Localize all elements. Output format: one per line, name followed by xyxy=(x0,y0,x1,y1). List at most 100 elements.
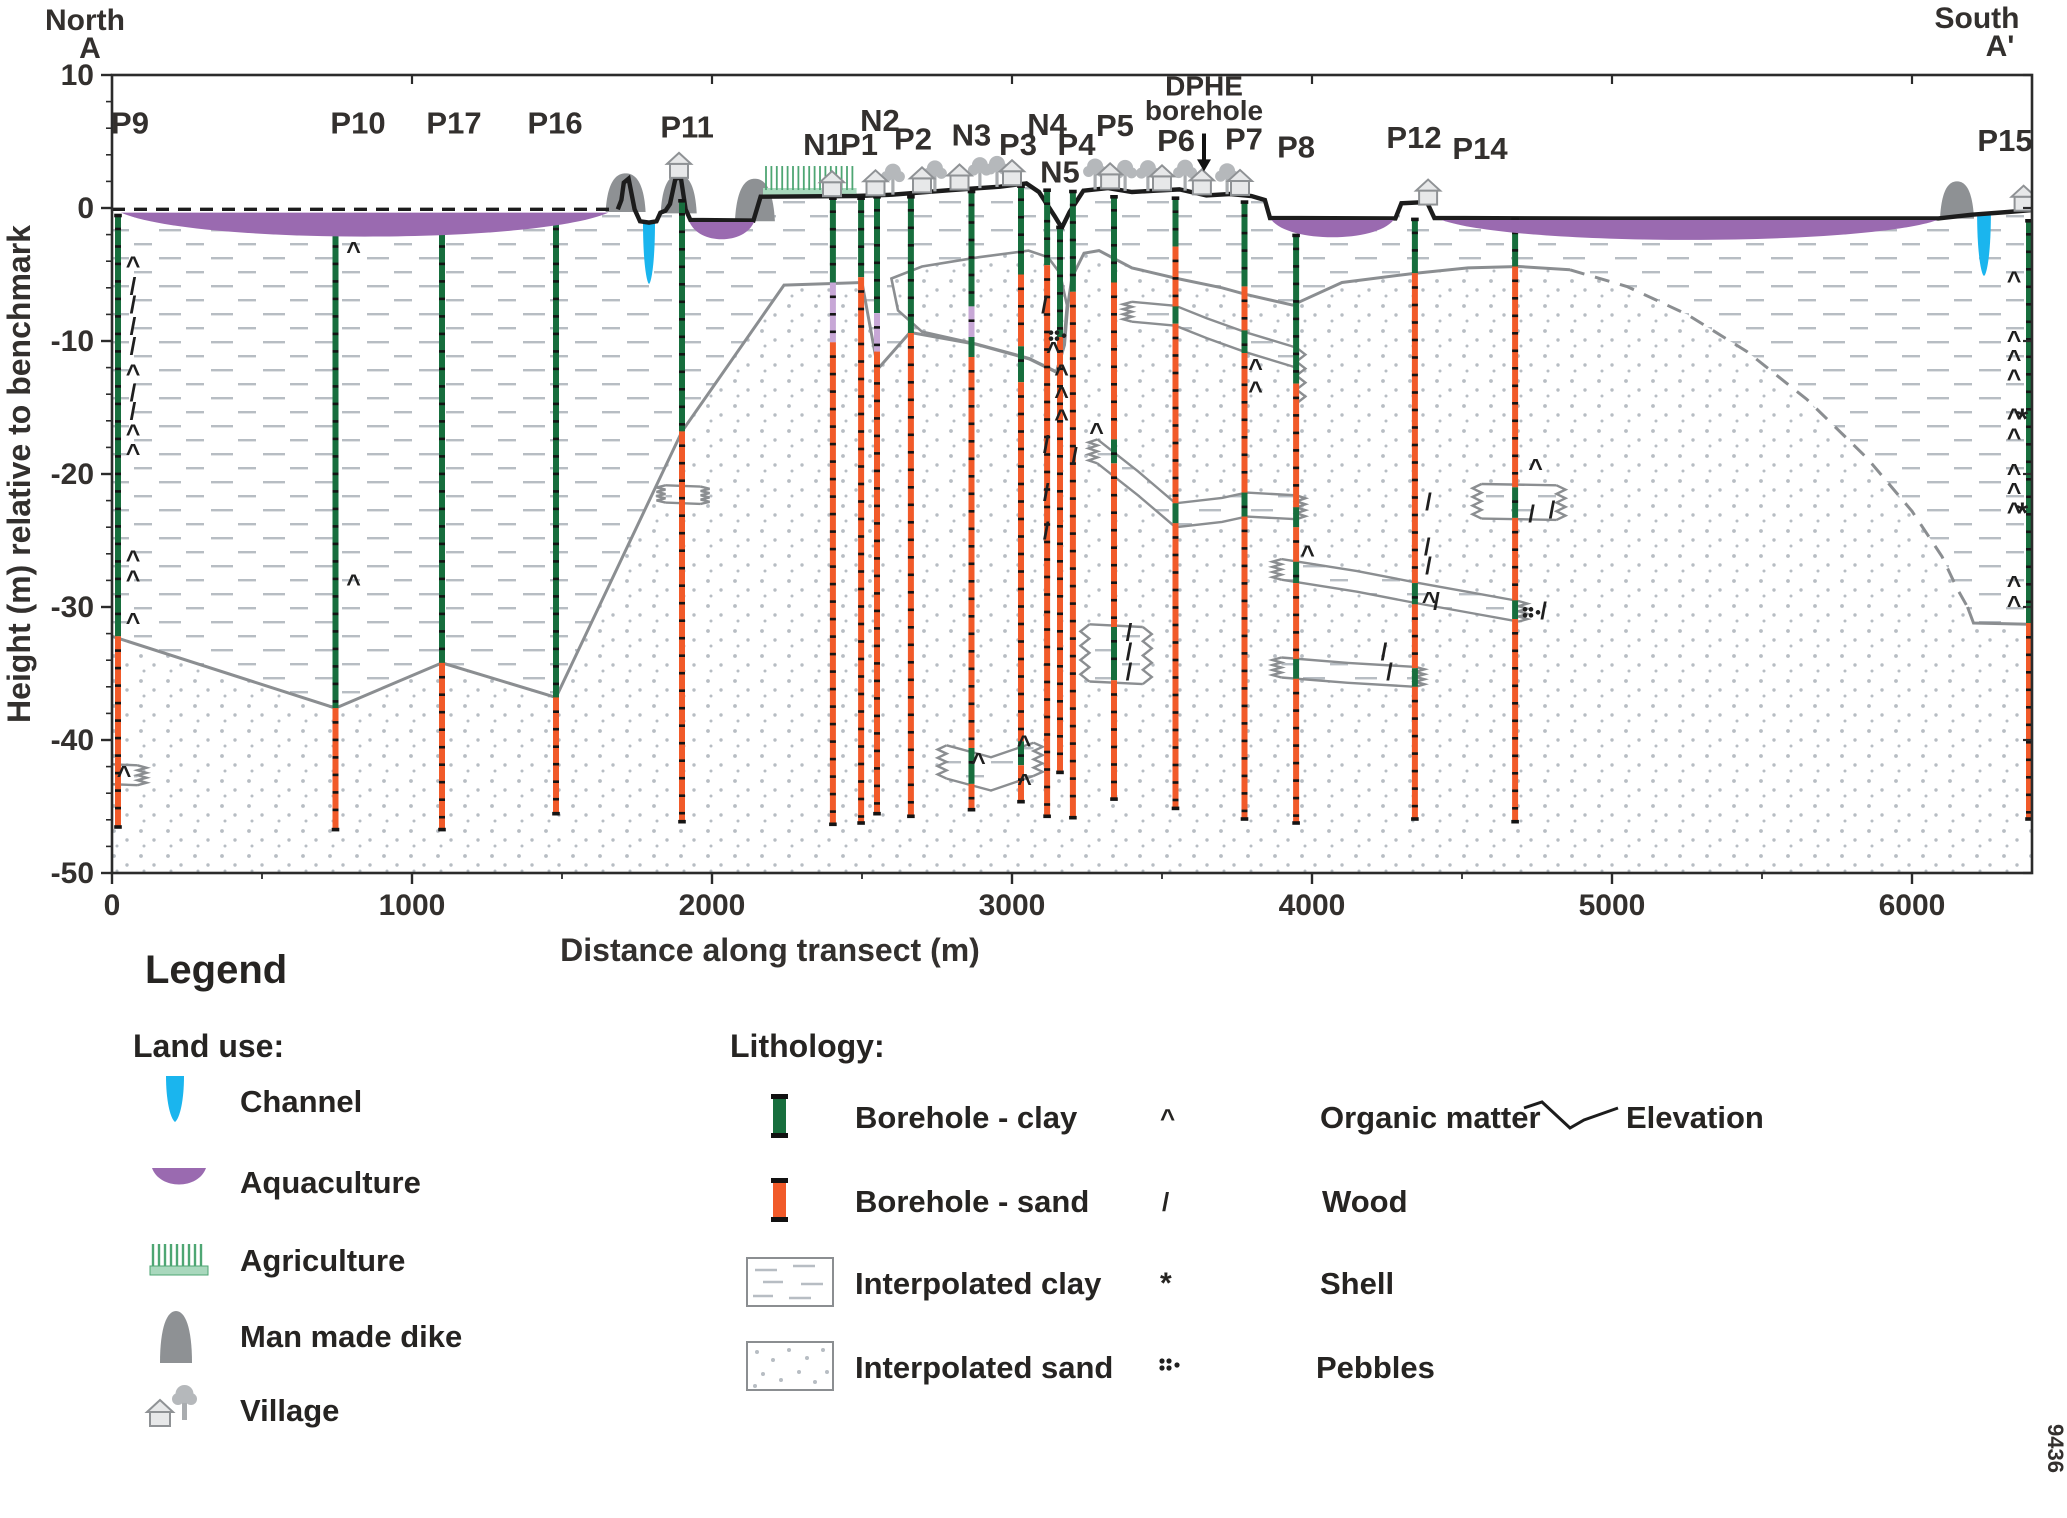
borehole-N3 xyxy=(967,189,976,812)
organic-matter-symbol: ^ xyxy=(2007,460,2022,488)
axes: 0 1000 2000 3000 4000 5000 6000 10 0 -10 -20 -30 -40… xyxy=(1,59,2034,968)
channel xyxy=(643,221,655,284)
legend-item-interpolated-sand: Interpolated sand xyxy=(745,1340,1305,1396)
legend-label: Village xyxy=(240,1393,340,1428)
borehole-label-P12: P12 xyxy=(1386,120,1441,155)
wood-symbol: / xyxy=(1381,639,1388,666)
organic-matter-symbol: ^ xyxy=(2007,267,2022,295)
legend-item-interpolated-clay: Interpolated clay xyxy=(745,1256,1305,1312)
borehole-label-P8: P8 xyxy=(1277,129,1315,164)
wood-symbol: / xyxy=(1041,292,1048,319)
village-house-icon xyxy=(1147,163,1177,192)
wood-symbol: / xyxy=(1126,619,1133,646)
organic-matter-symbol: ^ xyxy=(346,238,361,266)
borehole-label-P16: P16 xyxy=(528,106,583,141)
borehole-clay-icon xyxy=(745,1088,855,1149)
borehole-P17 xyxy=(438,213,446,832)
legend-label: Interpolated clay xyxy=(855,1266,1102,1301)
borehole-label-P14: P14 xyxy=(1452,131,1508,166)
wood-symbol: / xyxy=(1071,444,1078,471)
legend-label: Elevation xyxy=(1626,1100,1764,1135)
borehole-N4 xyxy=(1043,188,1051,819)
borehole-label-P10: P10 xyxy=(330,106,385,141)
surface-and-boreholes: ^////^//^^^^^^^^^^^////^^^^////^^^^^////… xyxy=(112,151,2032,832)
legend-label: Man made dike xyxy=(240,1319,463,1354)
legend-item-pebbles: Pebbles xyxy=(1130,1340,1590,1396)
village-house-icon xyxy=(997,158,1027,187)
wood-symbol: / xyxy=(1126,639,1133,666)
organic-matter-symbol: ^ xyxy=(1422,587,1437,615)
organic-matter-symbol: ^ xyxy=(2007,498,2022,526)
borehole-P11 xyxy=(678,199,686,824)
organic-matter-symbol: ^ xyxy=(1300,541,1315,569)
village-house-icon xyxy=(1413,178,1443,206)
wood-symbol: / xyxy=(130,380,137,407)
organic-matter-symbol: ^ xyxy=(1089,418,1104,446)
organic-matter-symbol: ^ xyxy=(2007,345,2022,373)
clay-band-3 xyxy=(1267,656,1430,688)
legend-item-shell: * Shell xyxy=(1130,1256,1590,1312)
village-icon xyxy=(140,1380,240,1443)
organic-matter-symbol: ^ xyxy=(2007,365,2022,393)
legend-landuse-title: Land use: xyxy=(133,1028,285,1064)
legend-item-village: Village xyxy=(140,1382,560,1440)
borehole-label-P17: P17 xyxy=(426,106,481,141)
wood-symbol: / xyxy=(1043,518,1050,545)
borehole-label-P6: P6 xyxy=(1157,123,1195,158)
legend-item-organic: ^ Organic matter xyxy=(1130,1090,1590,1146)
pebbles-symbol xyxy=(1048,330,1067,341)
village-house-icon xyxy=(1095,162,1125,190)
borehole-label-P15: P15 xyxy=(1977,123,2032,158)
svg-text:-50: -50 xyxy=(51,857,94,890)
section-a-prime-label: A' xyxy=(1986,30,2015,63)
borehole-P7 xyxy=(1240,200,1249,821)
svg-text:4000: 4000 xyxy=(1279,889,1346,922)
svg-text:-20: -20 xyxy=(51,458,94,491)
legend-label: Organic matter xyxy=(1320,1100,1541,1135)
svg-text:3000: 3000 xyxy=(979,889,1046,922)
man-made-dike xyxy=(1940,181,1974,219)
elevation-line-icon xyxy=(1518,1094,1626,1143)
borehole-P4 xyxy=(1069,189,1077,820)
organic-matter-symbol: ^ xyxy=(126,252,141,280)
village-house-icon xyxy=(664,151,694,179)
wood-symbol: / xyxy=(130,313,137,340)
interpolated-sand-icon xyxy=(745,1338,855,1399)
borehole-P5 xyxy=(1110,195,1118,801)
legend-item-aquaculture: Aquaculture xyxy=(140,1158,560,1208)
village-house-icon xyxy=(907,166,937,194)
organic-matter-symbol: ^ xyxy=(126,360,141,388)
borehole-N1 xyxy=(829,196,837,827)
wood-symbol: / xyxy=(1424,534,1431,561)
aquaculture-pond xyxy=(121,212,609,237)
borehole-label-P2: P2 xyxy=(894,121,932,156)
svg-text:1000: 1000 xyxy=(379,889,446,922)
wood-icon: / xyxy=(1162,1186,1170,1217)
svg-text:-40: -40 xyxy=(51,724,94,757)
wood-symbol: / xyxy=(1425,553,1432,580)
wood-symbol: / xyxy=(1433,589,1440,616)
aquaculture-pond xyxy=(689,221,754,240)
legend-label: Agriculture xyxy=(240,1243,406,1278)
svg-text:5000: 5000 xyxy=(1579,889,1646,922)
svg-text:borehole: borehole xyxy=(1145,95,1263,126)
borehole-P9 xyxy=(114,213,122,829)
organic-matter-icon: ^ xyxy=(1160,1102,1176,1133)
wood-symbol: / xyxy=(1528,501,1535,528)
svg-text:2000: 2000 xyxy=(679,889,746,922)
borehole-label-P1: P1 xyxy=(840,127,878,162)
figure-number: 9436 xyxy=(2043,1424,2067,1473)
interpolated-clay-icon xyxy=(745,1254,855,1315)
borehole-label-P7: P7 xyxy=(1225,121,1263,156)
legend-label: Borehole - clay xyxy=(855,1100,1078,1135)
sky-mask xyxy=(112,75,2032,228)
borehole-P2 xyxy=(907,195,915,819)
pebbles-icon xyxy=(1130,1355,1316,1382)
borehole-P10 xyxy=(331,213,340,832)
organic-matter-symbol: ^ xyxy=(2007,424,2022,452)
village-house-icon xyxy=(1187,168,1217,196)
borehole-label-N2: N2 xyxy=(860,103,900,138)
legend-label: Interpolated sand xyxy=(855,1350,1114,1385)
